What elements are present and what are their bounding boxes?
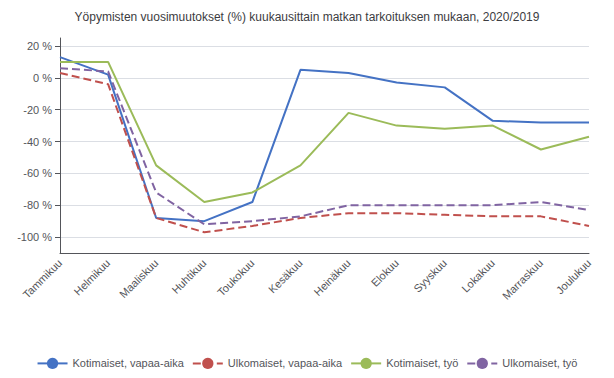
svg-text:20 %: 20 % — [27, 40, 52, 52]
svg-text:Heinäkuu: Heinäkuu — [311, 257, 352, 298]
svg-text:Syyskuu: Syyskuu — [411, 257, 449, 295]
svg-text:Marraskuu: Marraskuu — [500, 257, 545, 302]
svg-text:Lokakuu: Lokakuu — [459, 257, 497, 295]
svg-text:Kesäkuu: Kesäkuu — [266, 257, 305, 296]
svg-text:-40 %: -40 % — [23, 136, 52, 148]
svg-text:Ulkomaiset, työ: Ulkomaiset, työ — [502, 357, 577, 369]
svg-text:-80 %: -80 % — [23, 199, 52, 211]
svg-text:Kotimaiset, vapaa-aika: Kotimaiset, vapaa-aika — [73, 357, 185, 369]
svg-text:Kotimaiset, työ: Kotimaiset, työ — [386, 357, 458, 369]
svg-text:0 %: 0 % — [33, 72, 52, 84]
svg-text:Yöpymisten vuosimuutokset (%): Yöpymisten vuosimuutokset (%) kuukausitt… — [75, 10, 540, 24]
svg-text:-20 %: -20 % — [23, 104, 52, 116]
svg-text:Helmikuu: Helmikuu — [71, 257, 112, 298]
svg-text:-60 %: -60 % — [23, 167, 52, 179]
svg-text:Maaliskuu: Maaliskuu — [117, 257, 160, 300]
svg-text:Huhtikuu: Huhtikuu — [169, 257, 208, 296]
svg-text:Ulkomaiset, vapaa-aika: Ulkomaiset, vapaa-aika — [228, 357, 343, 369]
svg-text:Elokuu: Elokuu — [369, 257, 401, 289]
svg-text:-100 %: -100 % — [17, 231, 52, 243]
svg-text:Tammikuu: Tammikuu — [20, 257, 64, 301]
svg-text:Joulukuu: Joulukuu — [554, 257, 594, 297]
svg-text:Toukokuu: Toukokuu — [215, 257, 257, 299]
